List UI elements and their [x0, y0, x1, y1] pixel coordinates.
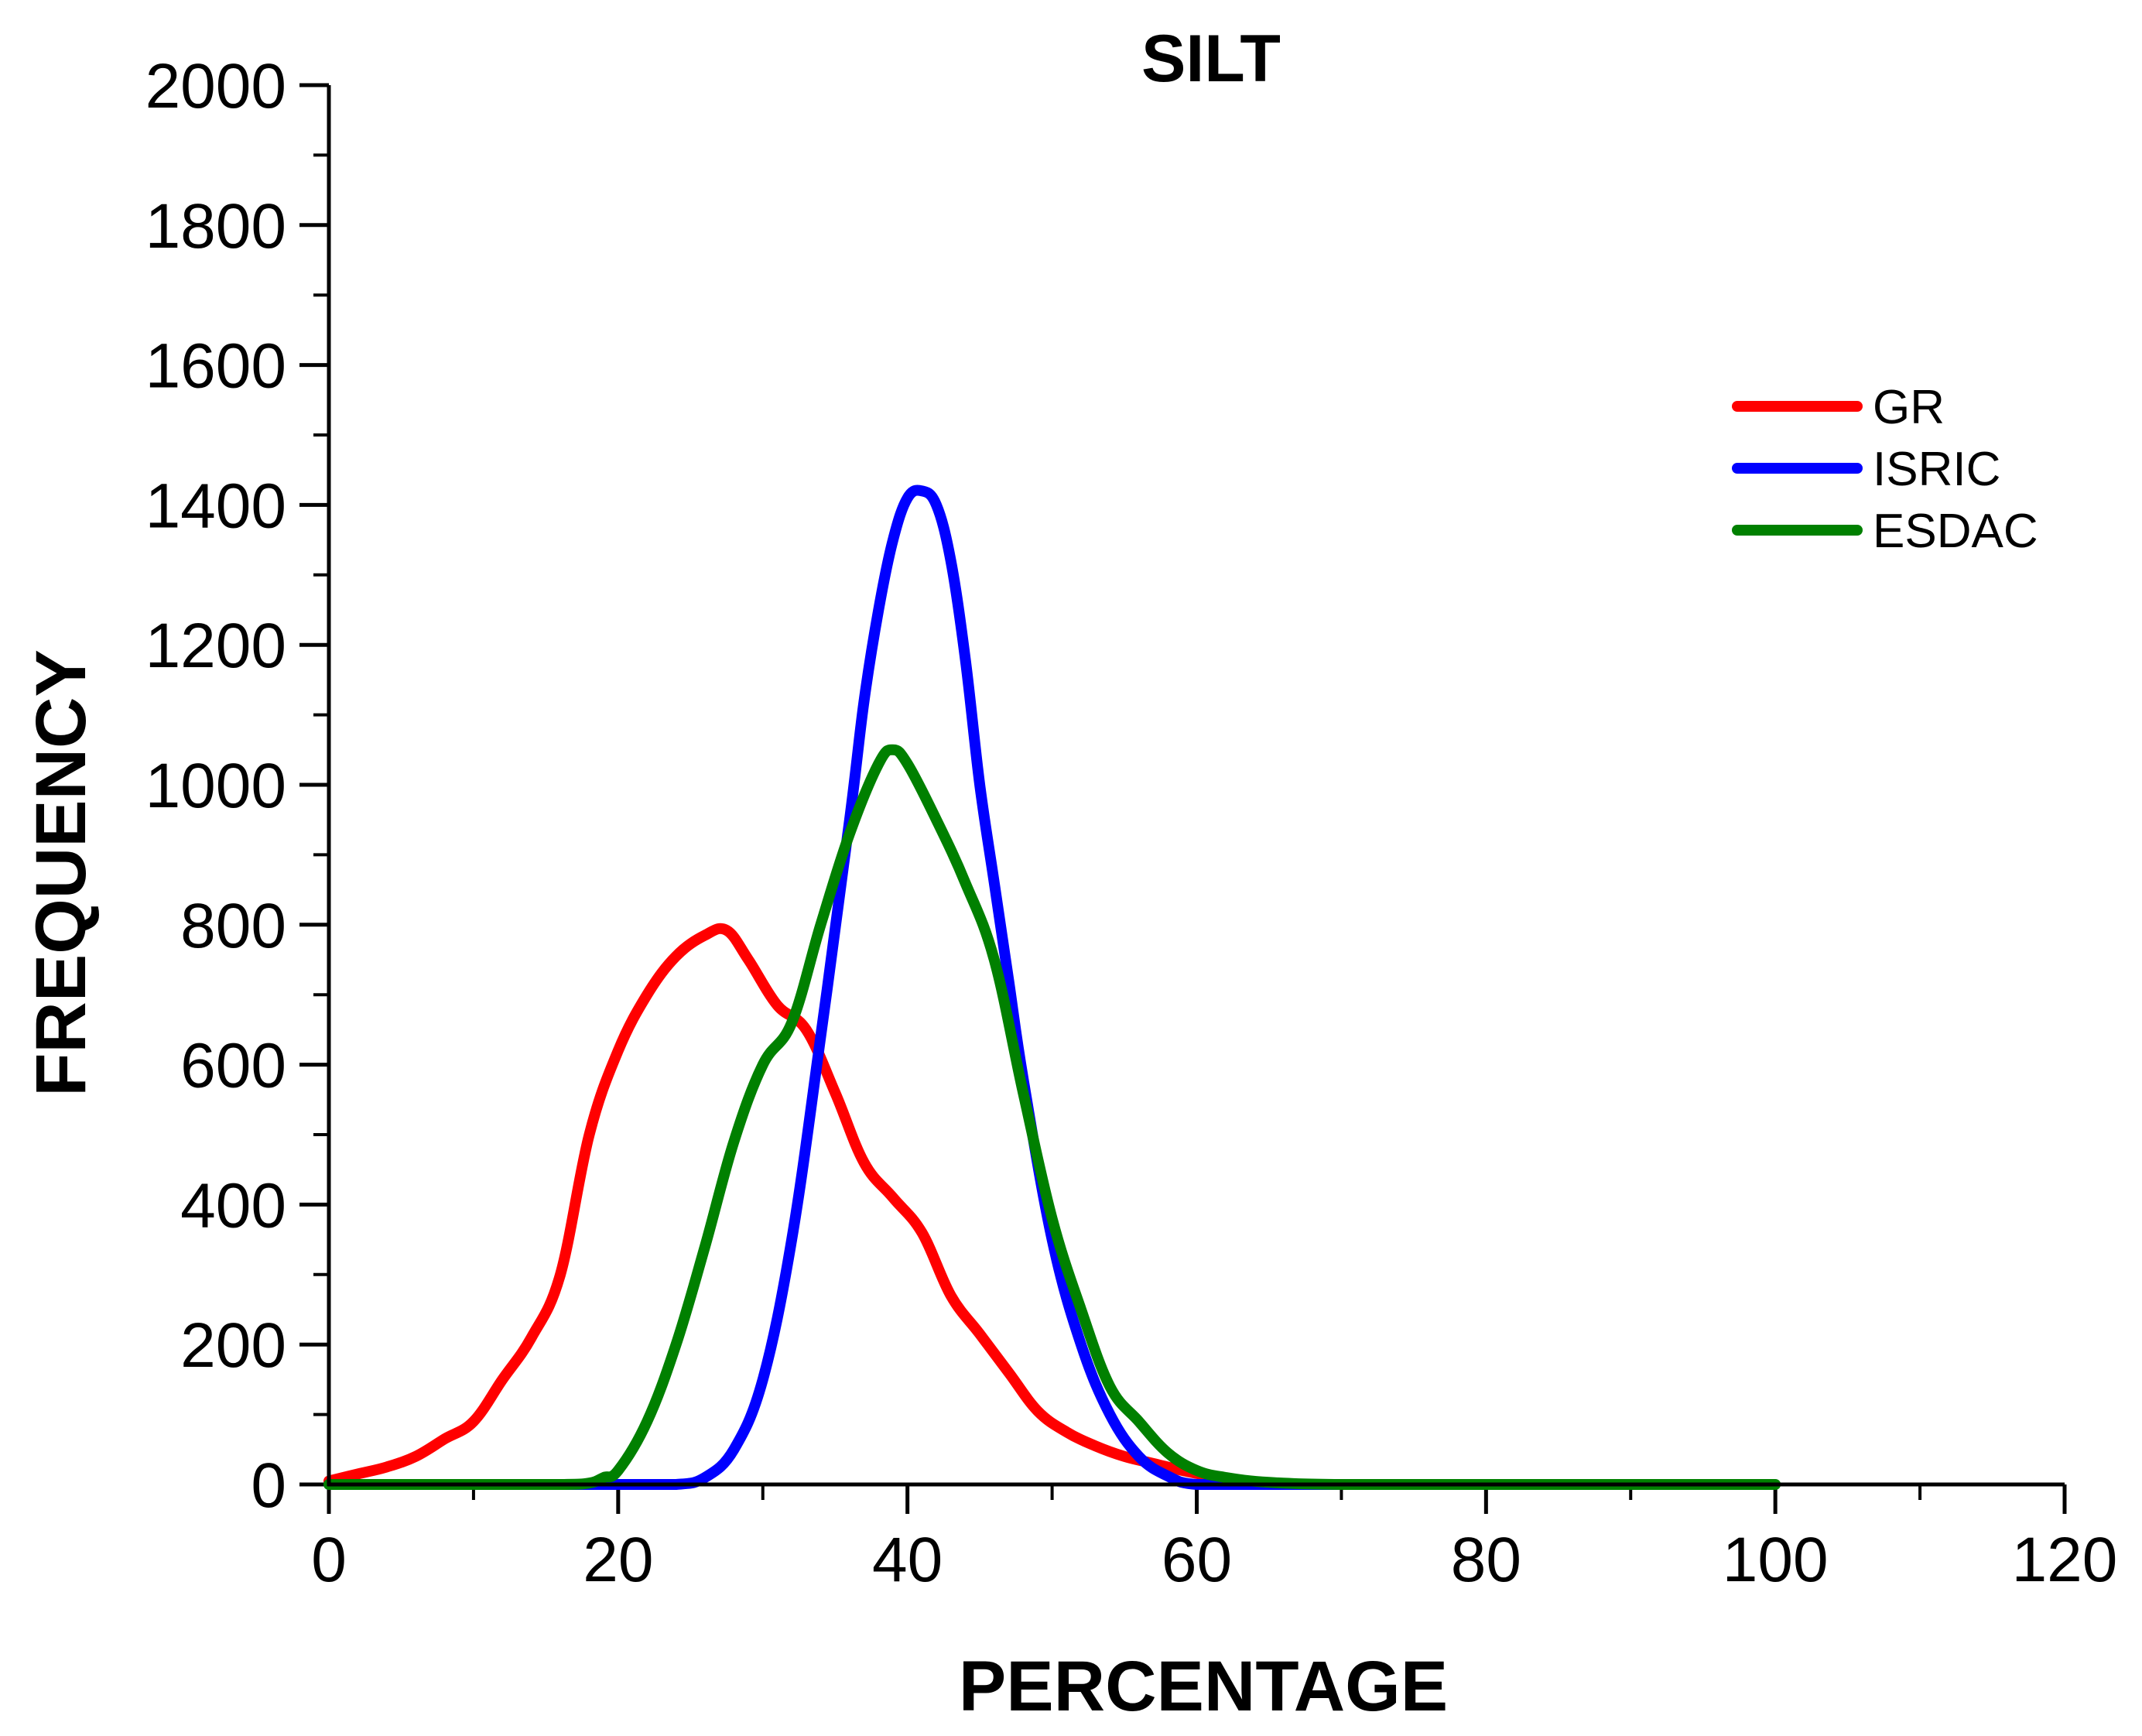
- y-tick-label: 1800: [145, 191, 286, 262]
- legend: GR ISRIC ESDAC: [1732, 381, 2038, 558]
- x-tick-label: 0: [311, 1525, 347, 1595]
- x-tick-label: 100: [1723, 1525, 1829, 1595]
- y-tick-label: 1400: [145, 471, 286, 541]
- y-tick-label: 1200: [145, 611, 286, 681]
- x-axis-title: PERCENTAGE: [959, 1647, 1448, 1726]
- x-tick-label: 120: [2012, 1525, 2118, 1595]
- y-tick-label: 1000: [145, 751, 286, 821]
- y-tick-label: 1600: [145, 331, 286, 402]
- x-axis-ticks: 0 20 40 60 80 100 120: [311, 1484, 2117, 1595]
- x-tick-label: 20: [583, 1525, 653, 1595]
- legend-label-esdac: ESDAC: [1873, 505, 2038, 558]
- chart-title: SILT: [1141, 22, 1281, 96]
- x-tick-label: 60: [1162, 1525, 1232, 1595]
- y-tick-label: 200: [180, 1310, 286, 1381]
- y-axis-ticks: 0 200 400 600 800 1000 1200 1400 1600 1800 2000: [145, 51, 329, 1521]
- y-tick-label: 2000: [145, 51, 286, 122]
- series-layer: [323, 485, 1781, 1491]
- x-tick-label: 80: [1451, 1525, 1521, 1595]
- legend-label-gr: GR: [1873, 381, 1945, 434]
- x-tick-label: 40: [872, 1525, 943, 1595]
- legend-label-isric: ISRIC: [1873, 443, 2000, 496]
- y-tick-label: 0: [251, 1450, 286, 1521]
- series-line-isric: [323, 485, 1347, 1491]
- y-tick-label: 800: [180, 891, 286, 961]
- y-tick-label: 600: [180, 1031, 286, 1101]
- y-tick-label: 400: [180, 1170, 286, 1241]
- y-axis-title: FREQUENCY: [22, 649, 101, 1097]
- series-line-esdac: [323, 744, 1781, 1491]
